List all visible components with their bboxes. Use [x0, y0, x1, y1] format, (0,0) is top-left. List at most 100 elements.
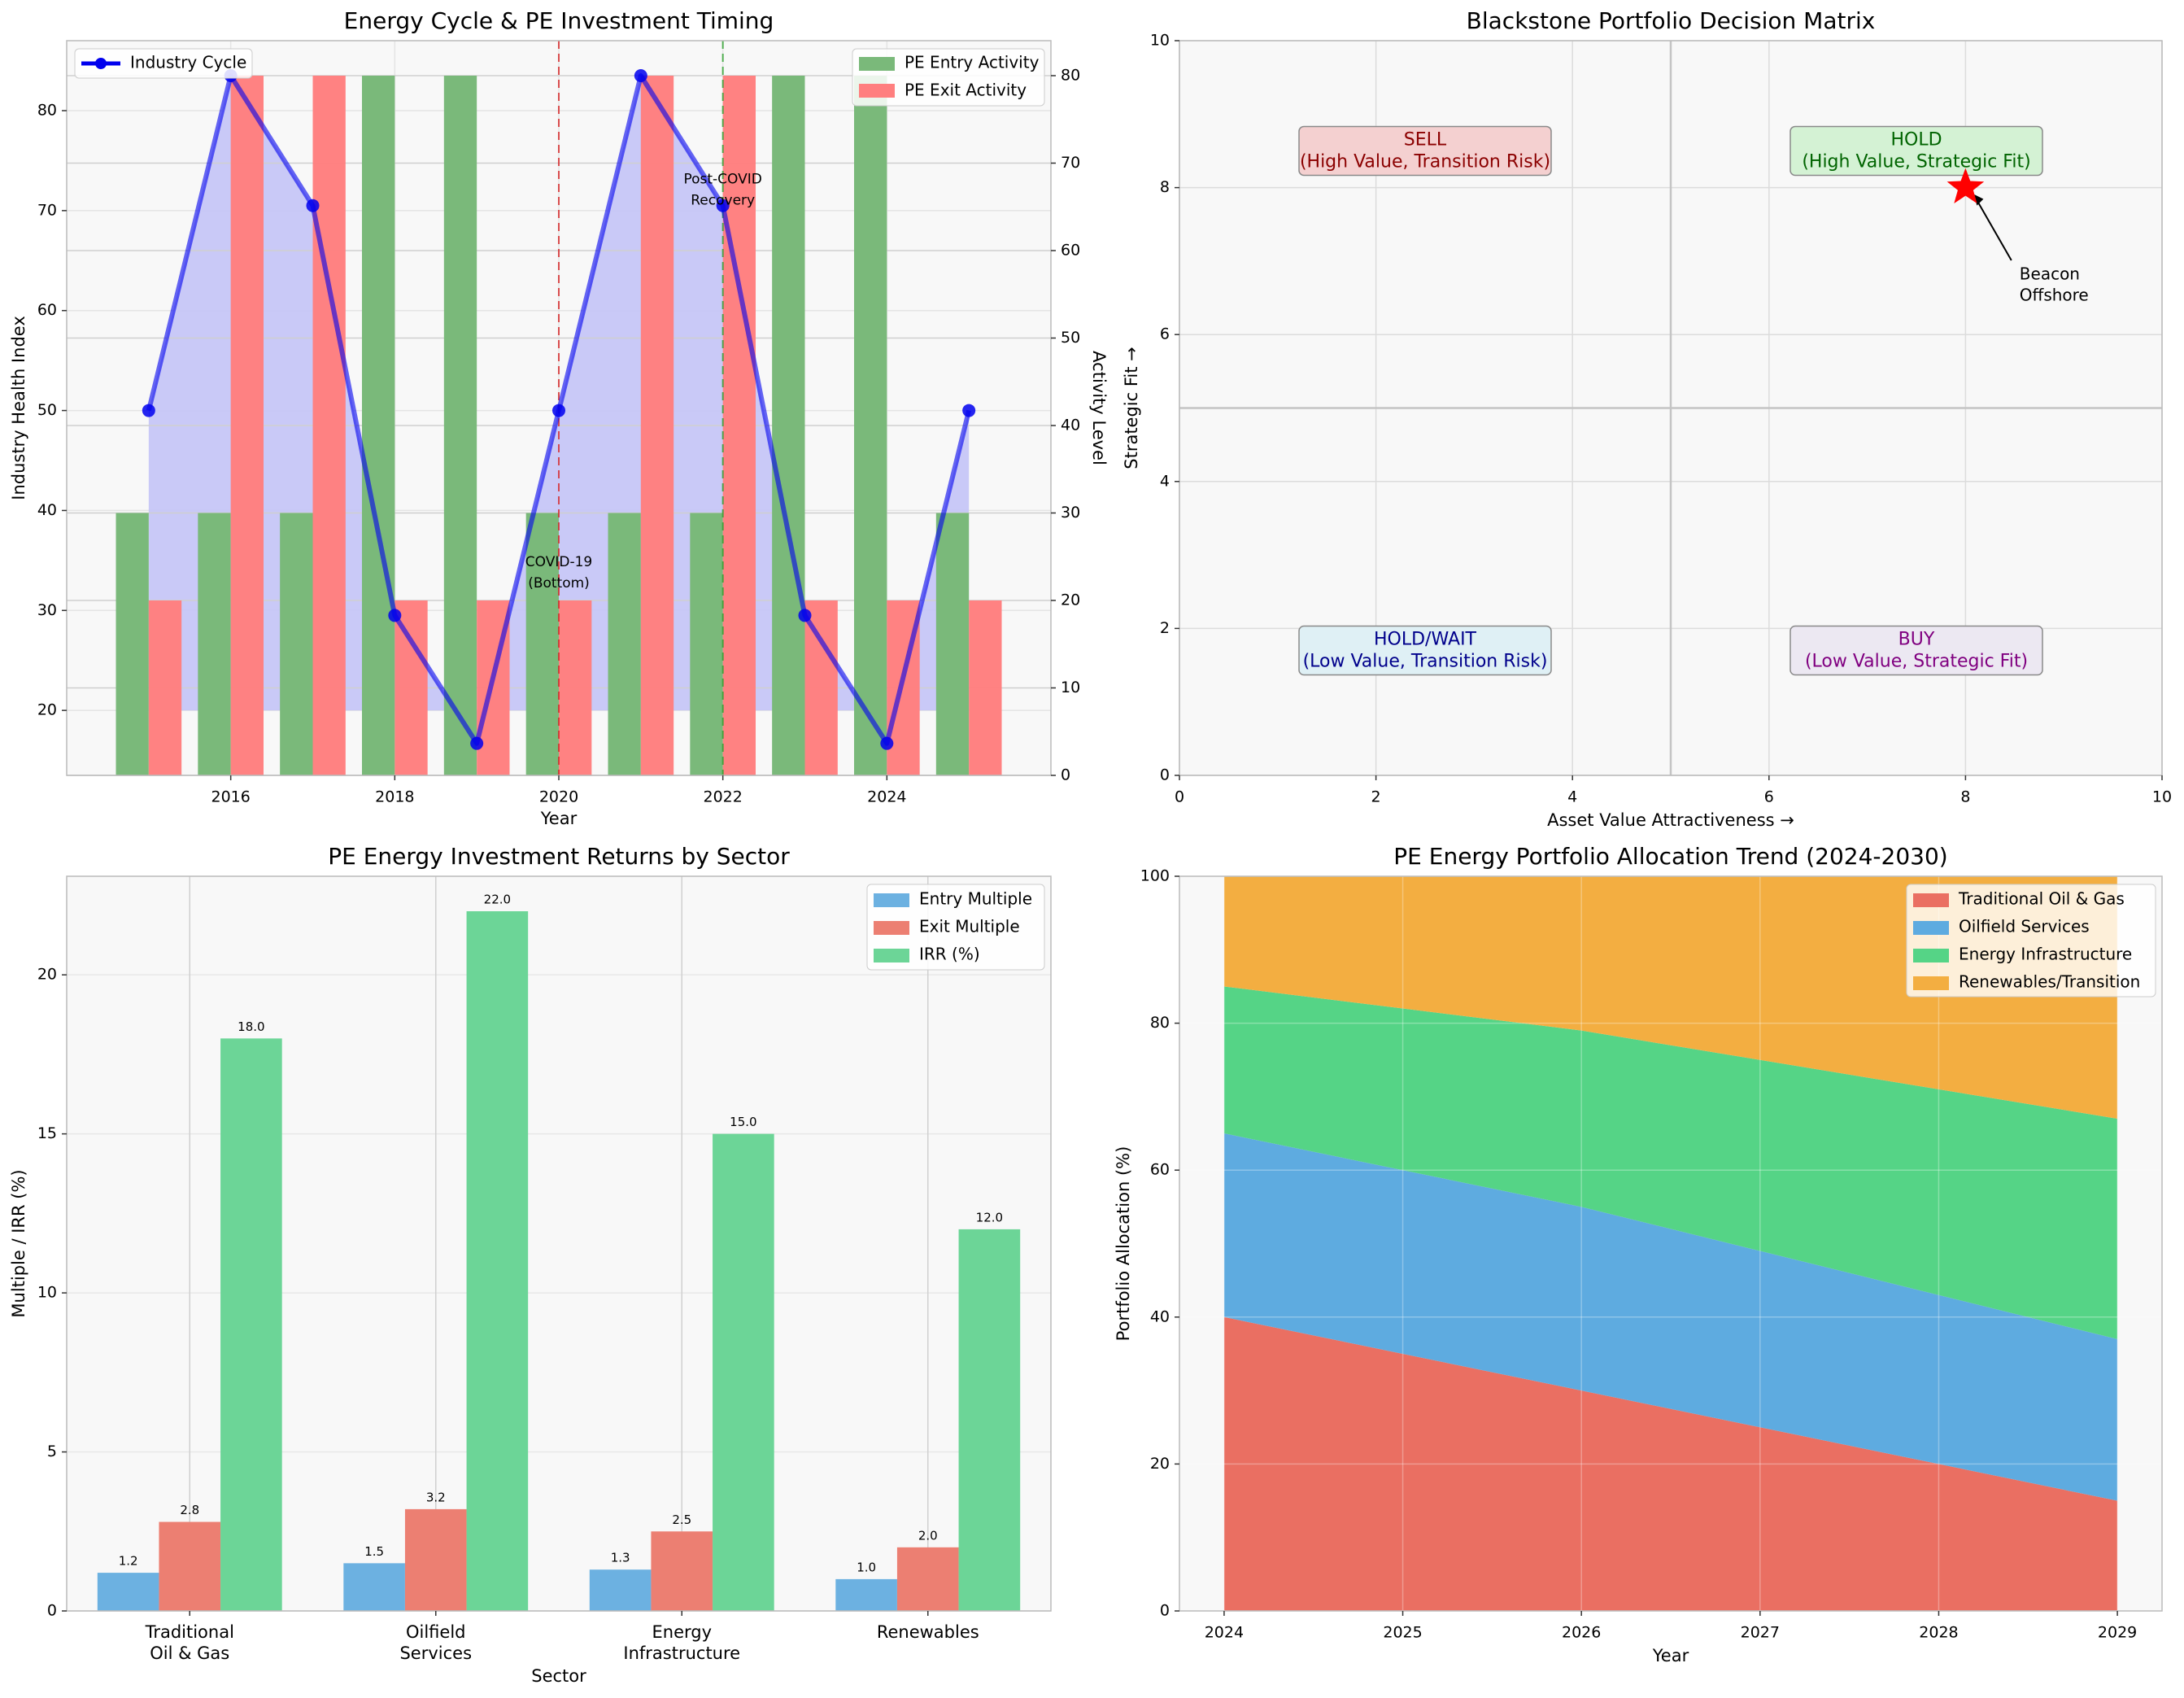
- y-tick-label: 100: [1140, 867, 1170, 885]
- legend-swatch: [1913, 921, 1949, 935]
- y-tick-label: 6: [1160, 325, 1170, 343]
- area-energy-infrastructure: [1223, 986, 2118, 1339]
- y2-tick-label: 70: [1061, 154, 1080, 172]
- bar-value-label: 2.5: [672, 1512, 691, 1527]
- annotation-label-2022: Post-COVID: [683, 171, 761, 187]
- point-label: Beacon: [2020, 264, 2080, 283]
- quadrant-label-hold-wait: HOLD/WAIT(Low Value, Transition Risk): [1298, 625, 1552, 676]
- bar-entry-2022: [690, 513, 723, 775]
- legend-swatch: [874, 921, 909, 935]
- cycle-point-2021: [634, 69, 647, 82]
- legend-label: Oilfield Services: [1959, 917, 2090, 936]
- bar-entry-multiple-0: [97, 1573, 159, 1611]
- y-tick-label: 10: [37, 1284, 57, 1302]
- annotation-label-2022: Recovery: [691, 192, 755, 208]
- legend-label: IRR (%): [919, 945, 980, 964]
- x-tick-label: 2024: [867, 788, 906, 806]
- plot-frame: [66, 875, 1052, 1612]
- plot-background: [67, 876, 1051, 1611]
- y-axis-label: Multiple / IRR (%): [9, 1169, 28, 1317]
- bar-entry-2016: [198, 513, 231, 775]
- bar-entry-2018: [362, 76, 395, 775]
- area-traditional-oil-gas: [1223, 1316, 2118, 1611]
- x-tick-label: 2027: [1741, 1624, 1780, 1642]
- legend-box: [74, 48, 253, 79]
- legend-swatch: [1913, 893, 1949, 907]
- sector-returns-chart: 1.2 1.5 1.3 1.0 2.8 3.2 2.5 2.0 18.0 22.0 15.0 12.0…: [9, 843, 1052, 1686]
- quadrant-label-hold: HOLD(High Value, Strategic Fit): [1789, 125, 2043, 177]
- bar-exit-2020: [559, 600, 592, 775]
- annotation-label-2020: (Bottom): [528, 575, 590, 591]
- point-label: Offshore: [2020, 285, 2089, 304]
- y-tick-label: 10: [1150, 32, 1170, 50]
- bar-exit-multiple-0: [159, 1521, 221, 1611]
- legend-label: Industry Cycle: [130, 53, 246, 72]
- bar-exit-2022: [722, 76, 756, 775]
- legend-label: Renewables/Transition: [1959, 972, 2140, 992]
- bar-exit-2016: [230, 76, 264, 775]
- x-tick-label: Renewables: [877, 1622, 979, 1642]
- quadrant-subtitle: (High Value, Strategic Fit): [1802, 151, 2030, 172]
- cycle-point-2022: [716, 199, 730, 212]
- y2-tick-label: 40: [1061, 417, 1080, 434]
- y-tick-label: 8: [1160, 178, 1170, 196]
- cycle-point-2020: [552, 404, 565, 417]
- y-tick-label: 80: [1150, 1014, 1170, 1032]
- y-tick-label: 60: [1150, 1161, 1170, 1179]
- bar-exit-2025: [969, 600, 1002, 775]
- legend-left: Industry Cycle: [74, 48, 253, 79]
- x-tick-label: Infrastructure: [623, 1643, 740, 1663]
- y-tick-label: 50: [37, 401, 57, 419]
- legend-right: PE Entry Activity PE Exit Activity: [852, 48, 1045, 107]
- x-tick-label: 2016: [211, 788, 250, 806]
- y-tick-label: 40: [1150, 1307, 1170, 1325]
- quadrant-box: [1789, 625, 2043, 676]
- x-axis-label: Sector: [531, 1666, 586, 1686]
- quadrant-box: [1298, 125, 1552, 177]
- x-axis-label: Year: [1652, 1646, 1689, 1665]
- legend-label: PE Exit Activity: [905, 81, 1027, 100]
- legend: Traditional Oil & Gas Oilfield Services En…: [1906, 884, 2156, 997]
- energy-cycle-chart: COVID-19 (Bottom) Post-COVID Recovery 20 30 40…: [9, 7, 1109, 828]
- bar-value-label: 1.3: [611, 1551, 630, 1565]
- cycle-point-2019: [470, 736, 484, 750]
- bar-entry-2025: [935, 513, 970, 775]
- plot-frame: [1179, 40, 2163, 776]
- legend-box: [1906, 884, 2156, 997]
- x-tick-label: 2020: [539, 788, 578, 806]
- y-tick-label: 60: [37, 301, 57, 319]
- bar-irr--3: [958, 1229, 1021, 1611]
- annotation-label-2020: COVID-19: [525, 554, 592, 570]
- bar-value-label: 1.5: [364, 1544, 384, 1559]
- bar-exit-2015: [148, 600, 182, 775]
- industry-cycle-fill: [148, 76, 970, 744]
- legend-swatch: [874, 893, 909, 907]
- y-tick-label: 4: [1160, 472, 1170, 490]
- bar-value-label: 2.8: [180, 1503, 199, 1517]
- legend-swatch: [859, 57, 895, 71]
- bar-entry-2015: [116, 513, 149, 775]
- bar-entry-multiple-2: [589, 1569, 652, 1611]
- bar-entry-2019: [443, 76, 477, 775]
- x-tick-label: 2028: [1919, 1624, 1958, 1642]
- x-axis-label: Year: [540, 809, 578, 828]
- bar-exit-multiple-3: [896, 1547, 959, 1611]
- area-renewables-transition: [1223, 876, 2118, 1119]
- legend-label: Entry Multiple: [919, 889, 1032, 909]
- legend-label: Energy Infrastructure: [1959, 945, 2132, 964]
- bar-value-label: 2.0: [918, 1528, 938, 1543]
- legend-swatch: [1913, 976, 1949, 990]
- y2-tick-label: 80: [1061, 67, 1080, 85]
- x-tick-label: 2029: [2098, 1624, 2137, 1642]
- chart-title: Energy Cycle & PE Investment Timing: [344, 7, 774, 34]
- bar-value-label: 1.0: [857, 1560, 876, 1574]
- x-tick-label: Traditional: [145, 1622, 234, 1642]
- legend: Entry Multiple Exit Multiple IRR (%): [866, 884, 1045, 971]
- cycle-point-2023: [798, 609, 812, 622]
- allocation-trend-chart: 0 20 40 60 80 100 2024 2025 2026 2027 2028 2029 PE E…: [1114, 843, 2163, 1665]
- y-tick-label: 70: [37, 201, 57, 219]
- chart-title: PE Energy Investment Returns by Sector: [328, 843, 790, 870]
- bar-entry-2024: [854, 76, 887, 775]
- cycle-point-2018: [388, 609, 402, 622]
- y2-axis-label: Activity Level: [1089, 351, 1109, 465]
